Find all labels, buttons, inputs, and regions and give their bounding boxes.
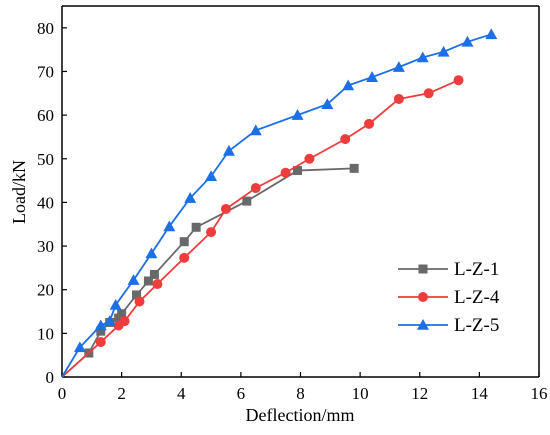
data-point [134, 296, 145, 307]
y-tick-label: 10 [37, 324, 54, 343]
data-point [485, 28, 498, 40]
x-tick-label: 0 [58, 384, 67, 403]
data-point [119, 316, 130, 327]
data-point [342, 79, 355, 91]
data-point [304, 153, 315, 164]
y-axis-title: Load/kN [9, 160, 29, 224]
data-point [280, 167, 291, 178]
y-tick-label: 0 [46, 368, 55, 387]
data-point [73, 341, 86, 353]
series-l-z-1 [61, 163, 359, 378]
x-tick-label: 4 [177, 384, 186, 403]
x-tick-label: 12 [411, 384, 428, 403]
data-point [321, 98, 334, 110]
legend: L-Z-1 L-Z-4 L-Z-5 [398, 259, 500, 336]
legend-label: L-Z-1 [454, 259, 499, 280]
y-tick-label: 60 [37, 106, 54, 125]
series-l-z-4 [61, 75, 464, 378]
x-axis-title: Deflection/mm [246, 405, 355, 425]
data-point [461, 35, 474, 47]
series-line [61, 79, 459, 378]
legend-marker [418, 292, 428, 302]
series-layer [61, 28, 498, 378]
data-point [437, 45, 450, 57]
data-point [143, 276, 153, 286]
data-point [205, 170, 218, 182]
y-tick-label: 70 [37, 62, 54, 81]
data-point [95, 337, 106, 348]
data-point [179, 237, 189, 247]
data-point [366, 71, 379, 82]
legend-marker [418, 264, 428, 274]
data-point [132, 290, 142, 300]
data-point [152, 279, 163, 290]
legend-item: L-Z-1 [398, 259, 499, 280]
x-tick-label: 8 [296, 384, 305, 403]
series-line [61, 167, 355, 378]
y-tick-label: 50 [37, 150, 54, 169]
data-point [242, 196, 252, 206]
data-point [222, 144, 235, 156]
y-tick-label: 80 [37, 19, 54, 38]
x-tick-label: 16 [531, 384, 548, 403]
data-point [163, 220, 176, 232]
data-point [206, 227, 217, 238]
data-point [94, 319, 107, 331]
data-point [109, 298, 122, 310]
data-point [191, 222, 201, 232]
data-point [117, 309, 127, 319]
legend-label: L-Z-4 [454, 287, 500, 308]
data-point [179, 252, 190, 263]
data-point [96, 326, 106, 336]
data-point [184, 192, 197, 203]
data-point [249, 124, 262, 136]
data-point [250, 183, 261, 194]
data-point [103, 315, 116, 326]
data-point [340, 134, 351, 145]
x-tick-label: 6 [237, 384, 246, 403]
legend-item: L-Z-5 [398, 315, 499, 336]
x-tick-label: 10 [352, 384, 369, 403]
y-tick-label: 30 [37, 237, 54, 256]
x-axis-ticks: 0 2 4 6 8 10 12 14 16 [58, 372, 548, 403]
data-point [416, 51, 429, 63]
y-tick-label: 40 [37, 193, 54, 212]
data-point [393, 93, 404, 104]
legend-label: L-Z-5 [454, 315, 499, 336]
data-point [423, 88, 434, 99]
series-l-z-5 [61, 28, 498, 378]
data-point [349, 163, 359, 173]
y-tick-label: 20 [37, 281, 54, 300]
data-point [145, 247, 158, 259]
x-tick-label: 2 [117, 384, 126, 403]
data-point [220, 203, 231, 214]
data-point [149, 269, 159, 279]
data-point [453, 75, 464, 86]
legend-marker [417, 319, 429, 330]
data-point [127, 274, 140, 285]
data-point [293, 166, 303, 176]
legend-item: L-Z-4 [398, 287, 500, 308]
data-point [291, 109, 304, 120]
x-tick-label: 14 [471, 384, 489, 403]
data-point [392, 61, 405, 72]
data-point [364, 118, 375, 129]
y-axis-ticks: 0 10 20 30 40 50 60 70 80 [37, 19, 67, 387]
